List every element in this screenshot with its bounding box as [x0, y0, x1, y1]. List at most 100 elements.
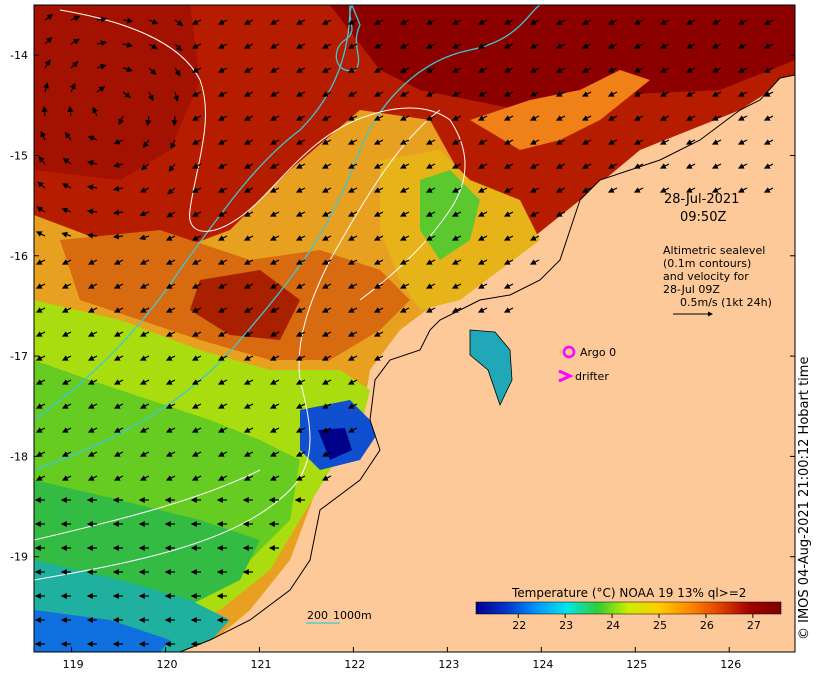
velocity-arrow	[112, 233, 124, 240]
velocity-arrow	[555, 19, 566, 25]
velocity-arrow	[87, 475, 98, 481]
velocity-arrow	[191, 355, 202, 361]
velocity-arrow	[373, 187, 384, 193]
velocity-arrow	[165, 475, 176, 481]
velocity-arrow	[607, 19, 618, 25]
axes: -14 -15 -16 -17 -18 -19 119 120 121 122 123 124 125 1…	[10, 49, 795, 671]
velocity-arrow	[61, 183, 72, 189]
velocity-arrow	[555, 139, 566, 145]
velocity-arrow	[217, 67, 228, 73]
velocity-arrow	[737, 43, 748, 49]
velocity-arrow	[87, 160, 98, 166]
velocity-arrow	[295, 115, 306, 121]
velocity-arrow	[295, 283, 306, 289]
velocity-arrow	[685, 115, 696, 121]
velocity-arrow	[243, 331, 254, 337]
velocity-arrow	[373, 331, 384, 337]
velocity-arrow	[373, 19, 384, 25]
velocity-arrow	[737, 91, 748, 97]
velocity-arrow	[269, 67, 280, 73]
velocity-arrow	[321, 163, 332, 169]
velocity-arrow	[659, 91, 670, 97]
velocity-arrow	[347, 427, 358, 433]
colorbar-tick-label: 23	[559, 619, 573, 632]
velocity-arrow	[425, 67, 436, 73]
velocity-arrow	[321, 475, 332, 481]
velocity-arrow	[399, 91, 410, 97]
velocity-arrow	[70, 15, 81, 22]
velocity-arrow	[451, 307, 462, 313]
velocity-arrow	[269, 259, 280, 265]
velocity-arrow	[217, 91, 228, 97]
y-tick-label: -18	[10, 450, 28, 463]
velocity-arrows	[34, 14, 774, 647]
velocity-arrow	[62, 158, 72, 165]
velocity-arrow	[191, 187, 202, 193]
velocity-arrow	[148, 43, 158, 50]
velocity-arrow	[477, 259, 488, 265]
velocity-arrow	[139, 259, 150, 265]
velocity-arrow	[113, 331, 124, 337]
velocity-arrow	[555, 115, 566, 121]
velocity-arrow	[96, 40, 108, 47]
velocity-arrow	[269, 19, 280, 25]
velocity-arrow	[122, 66, 133, 73]
colorbar: Temperature (°C) NOAA 19 13% ql>=2 22 23 2…	[475, 586, 782, 632]
velocity-arrow	[243, 403, 254, 409]
velocity-arrow	[139, 283, 150, 289]
velocity-arrow	[269, 91, 280, 97]
velocity-arrow	[96, 16, 108, 23]
velocity-arrow	[269, 235, 280, 241]
velocity-arrow	[451, 139, 462, 145]
velocity-arrow	[243, 283, 254, 289]
velocity-arrow	[477, 115, 488, 121]
velocity-arrow	[581, 187, 592, 193]
velocity-arrow	[191, 427, 202, 433]
velocity-arrow	[217, 235, 228, 241]
velocity-arrow	[139, 331, 150, 337]
velocity-arrow	[477, 235, 488, 241]
sealevel-text-2: (0.1m contours)	[663, 257, 751, 270]
velocity-arrow	[373, 43, 384, 49]
velocity-arrow	[503, 163, 514, 169]
velocity-arrow	[165, 331, 176, 337]
velocity-arrow	[217, 283, 228, 289]
velocity-arrow	[35, 307, 46, 313]
velocity-arrow	[35, 379, 46, 385]
velocity-arrow	[243, 67, 254, 73]
colorbar-tick-label: 24	[606, 619, 620, 632]
velocity-arrow	[581, 115, 592, 121]
velocity-arrow	[118, 115, 124, 126]
drifter-legend-label: drifter	[575, 370, 609, 383]
velocity-arrow	[269, 307, 280, 313]
velocity-arrow	[321, 91, 332, 97]
velocity-arrow	[191, 235, 202, 241]
velocity-arrow	[451, 211, 462, 217]
velocity-arrow	[295, 43, 306, 49]
velocity-arrow	[269, 187, 280, 193]
velocity-arrow	[347, 211, 358, 217]
velocity-arrow	[633, 187, 644, 193]
velocity-arrow	[217, 379, 228, 385]
velocity-arrow	[61, 283, 72, 289]
velocity-arrow	[711, 67, 722, 73]
velocity-arrow	[139, 403, 150, 409]
velocity-arrow	[142, 139, 150, 149]
velocity-arrow	[347, 235, 358, 241]
velocity-arrow	[40, 130, 46, 141]
velocity-arrow	[86, 208, 98, 215]
velocity-arrow	[321, 307, 332, 313]
velocity-arrow	[373, 259, 384, 265]
velocity-arrow	[217, 451, 228, 457]
velocity-arrow	[763, 67, 774, 73]
velocity-arrow	[633, 67, 644, 73]
velocity-arrow	[633, 43, 644, 49]
velocity-arrow	[61, 307, 72, 313]
velocity-arrow	[295, 379, 306, 385]
velocity-arrow	[295, 67, 306, 73]
velocity-arrow	[269, 403, 280, 409]
velocity-arrow	[165, 403, 176, 409]
velocity-arrow	[451, 43, 462, 49]
velocity-arrow	[113, 307, 124, 313]
velocity-arrow	[659, 187, 670, 193]
